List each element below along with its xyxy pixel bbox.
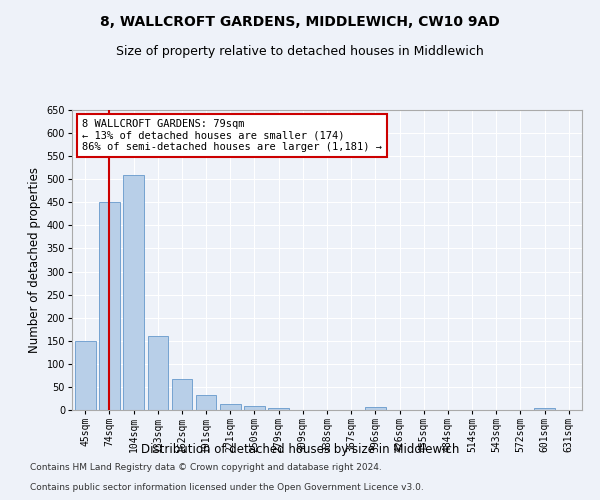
Y-axis label: Number of detached properties: Number of detached properties [28, 167, 41, 353]
Bar [244, 406, 265, 410]
Bar [534, 408, 555, 410]
Bar [148, 336, 168, 410]
Bar [196, 395, 217, 410]
Bar [172, 378, 192, 410]
Text: Distribution of detached houses by size in Middlewich: Distribution of detached houses by size … [141, 442, 459, 456]
Bar [75, 341, 95, 410]
Text: Contains HM Land Registry data © Crown copyright and database right 2024.: Contains HM Land Registry data © Crown c… [30, 463, 382, 472]
Bar [220, 404, 241, 410]
Text: 8 WALLCROFT GARDENS: 79sqm
← 13% of detached houses are smaller (174)
86% of sem: 8 WALLCROFT GARDENS: 79sqm ← 13% of deta… [82, 119, 382, 152]
Bar [365, 407, 386, 410]
Bar [268, 408, 289, 410]
Text: Size of property relative to detached houses in Middlewich: Size of property relative to detached ho… [116, 45, 484, 58]
Text: Contains public sector information licensed under the Open Government Licence v3: Contains public sector information licen… [30, 483, 424, 492]
Text: 8, WALLCROFT GARDENS, MIDDLEWICH, CW10 9AD: 8, WALLCROFT GARDENS, MIDDLEWICH, CW10 9… [100, 15, 500, 29]
Bar [124, 174, 144, 410]
Bar [99, 202, 120, 410]
